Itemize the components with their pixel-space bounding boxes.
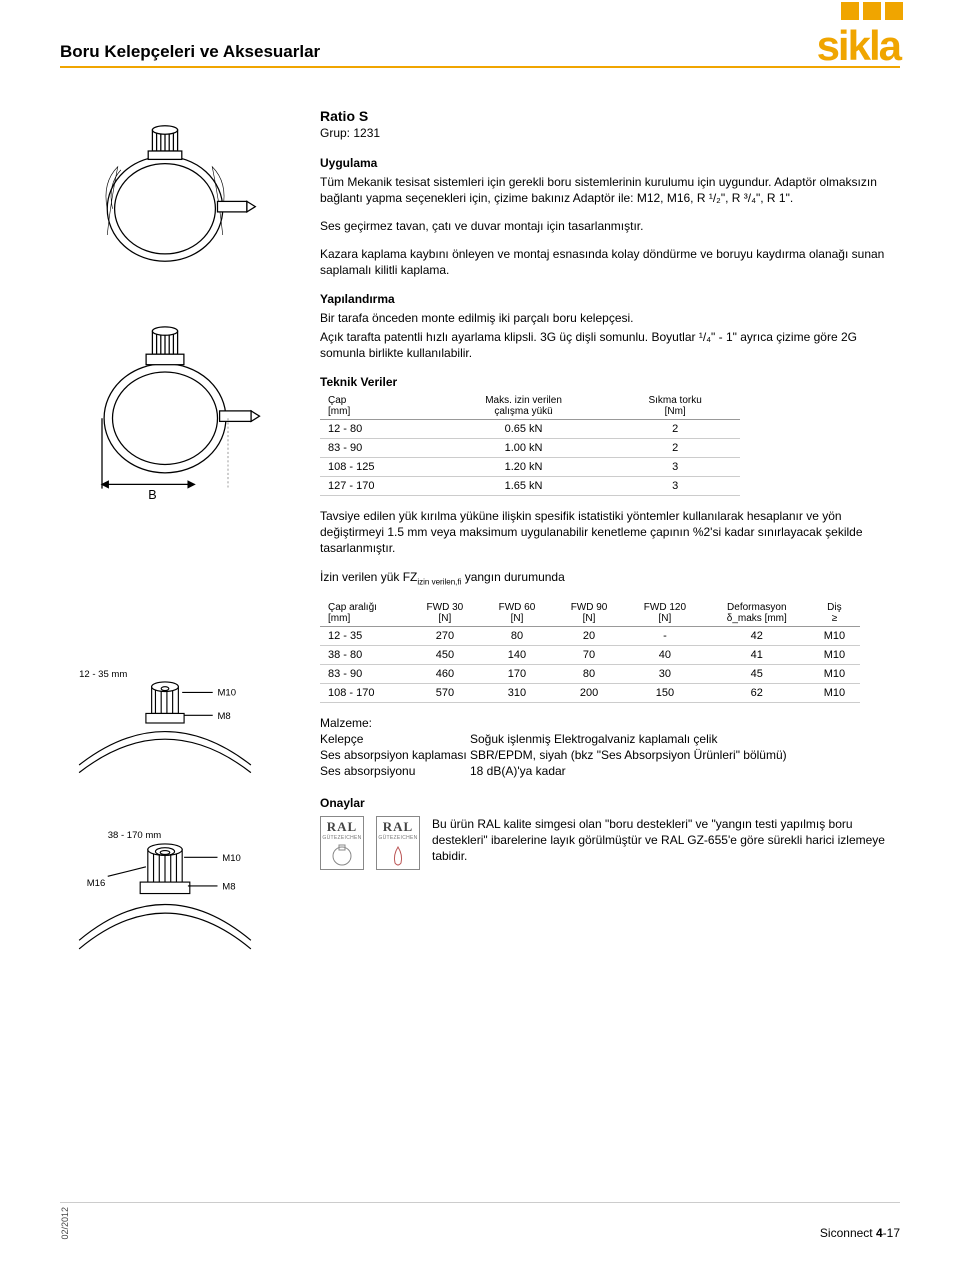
table2-header: FWD 120[N] xyxy=(625,600,705,627)
table2-header: Çap aralığı[mm] xyxy=(320,600,409,627)
document-title: Boru Kelepçeleri ve Aksesuarlar xyxy=(60,42,320,62)
footer-date: 02/2012 xyxy=(60,1207,70,1240)
ral-badge-1: RAL GÜTEZEICHEN xyxy=(320,816,364,870)
table2-header: FWD 30[N] xyxy=(409,600,481,627)
diagram4-m16: M16 xyxy=(87,878,106,889)
table-row: 38 - 80450140704041M10 xyxy=(320,645,860,664)
diagram3-m10: M10 xyxy=(217,688,236,699)
page-footer: 02/2012 Siconnect 4-17 xyxy=(60,1202,900,1240)
logo-text: sikla xyxy=(817,30,900,62)
table-row: 108 - 17057031020015062M10 xyxy=(320,683,860,702)
product-group: Grup: 1231 xyxy=(320,126,900,140)
diagram3-m8: M8 xyxy=(217,712,230,723)
product-diagram-3: 12 - 35 mm M10 M8 xyxy=(60,658,270,788)
diagram4-m10: M10 xyxy=(222,853,241,864)
technical-table-1: Çap[mm]Maks. izin verilençalışma yüküSık… xyxy=(320,393,740,496)
diagram3-range: 12 - 35 mm xyxy=(79,670,127,681)
product-diagram-1 xyxy=(60,108,270,278)
technical-table-2: Çap aralığı[mm]FWD 30[N]FWD 60[N]FWD 90[… xyxy=(320,600,860,703)
product-name: Ratio S xyxy=(320,108,900,124)
table2-header: FWD 90[N] xyxy=(553,600,625,627)
main-content: B 12 - 35 mm M10 xyxy=(60,108,900,998)
table1-header: Maks. izin verilençalışma yükü xyxy=(437,393,610,420)
approvals-row: RAL GÜTEZEICHEN RAL GÜTEZEICHEN Bu ürün … xyxy=(320,816,900,870)
application-p1: Tüm Mekanik tesisat sistemleri için gere… xyxy=(320,174,900,206)
left-column: B 12 - 35 mm M10 xyxy=(60,108,320,998)
diagram4-m8: M8 xyxy=(222,882,235,893)
material-row: KelepçeSoğuk işlenmiş Elektrogalvaniz ka… xyxy=(320,731,900,747)
diagram-b-label: B xyxy=(148,488,156,502)
table1-header: Sıkma torku[Nm] xyxy=(610,393,740,420)
ral-badge-2: RAL GÜTEZEICHEN xyxy=(376,816,420,870)
config-p2: Açık tarafta patentli hızlı ayarlama kli… xyxy=(320,329,900,361)
fire-heading: İzin verilen yük FZizin verilen,fi yangı… xyxy=(320,569,900,588)
material-row: Ses absorpsiyon kaplamasıSBR/EPDM, siyah… xyxy=(320,747,900,763)
table1-header: Çap[mm] xyxy=(320,393,437,420)
config-heading: Yapılandırma xyxy=(320,292,900,306)
footer-pageref: Siconnect 4-17 xyxy=(820,1226,900,1240)
technical-heading: Teknik Veriler xyxy=(320,375,900,389)
material-row: Ses absorpsiyonu18 dB(A)'ya kadar xyxy=(320,763,900,779)
right-column: Ratio S Grup: 1231 Uygulama Tüm Mekanik … xyxy=(320,108,900,998)
table2-header: Deformasyonδ_maks [mm] xyxy=(705,600,809,627)
table-row: 12 - 800.65 kN2 xyxy=(320,420,740,439)
table-row: 83 - 901.00 kN2 xyxy=(320,439,740,458)
product-diagram-2: B xyxy=(60,308,270,508)
table2-header: FWD 60[N] xyxy=(481,600,553,627)
application-p3: Kazara kaplama kaybını önleyen ve montaj… xyxy=(320,246,900,278)
application-heading: Uygulama xyxy=(320,156,900,170)
material-block: Malzeme: KelepçeSoğuk işlenmiş Elektroga… xyxy=(320,715,900,780)
table2-header: Diş≥ xyxy=(809,600,860,627)
product-diagram-4: 38 - 170 mm M16 M10 M8 xyxy=(60,818,270,968)
table-row: 108 - 1251.20 kN3 xyxy=(320,458,740,477)
table-row: 127 - 1701.65 kN3 xyxy=(320,477,740,496)
approvals-heading: Onaylar xyxy=(320,796,900,810)
table-row: 83 - 90460170803045M10 xyxy=(320,664,860,683)
application-p2: Ses geçirmez tavan, çatı ve duvar montaj… xyxy=(320,218,900,234)
config-p1: Bir tarafa önceden monte edilmiş iki par… xyxy=(320,310,900,326)
page-header: Boru Kelepçeleri ve Aksesuarlar sikla xyxy=(60,30,900,68)
approvals-text: Bu ürün RAL kalite simgesi olan "boru de… xyxy=(432,816,900,865)
table-row: 12 - 352708020-42M10 xyxy=(320,626,860,645)
material-heading: Malzeme: xyxy=(320,715,900,731)
diagram4-range: 38 - 170 mm xyxy=(108,830,162,841)
brand-logo: sikla xyxy=(751,30,900,62)
technical-note: Tavsiye edilen yük kırılma yüküne ilişki… xyxy=(320,508,900,557)
